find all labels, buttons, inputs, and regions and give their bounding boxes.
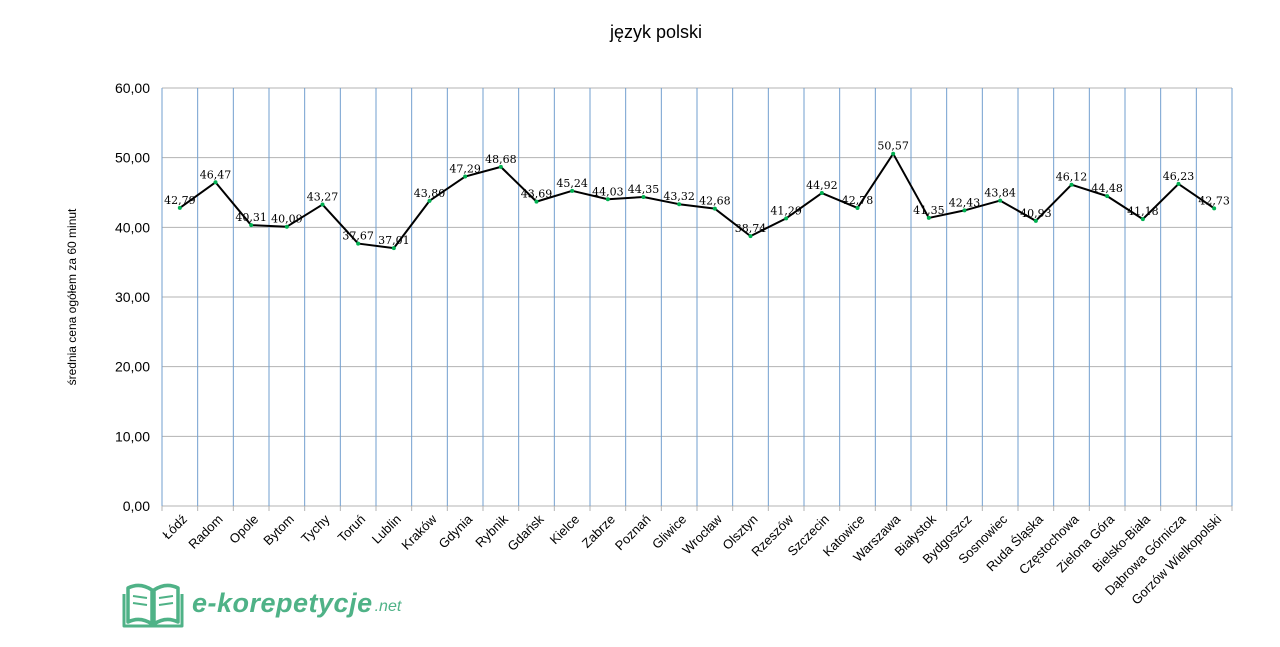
x-tick-label: Toruń: [335, 512, 369, 546]
y-tick-label: 50,00: [115, 150, 150, 166]
data-label: 44,92: [806, 179, 838, 192]
data-point: [570, 188, 575, 193]
data-label: 44,35: [628, 183, 660, 196]
data-point: [748, 234, 753, 239]
x-tick-label: Tychy: [298, 511, 333, 546]
data-point: [677, 202, 682, 207]
series-markers: [177, 151, 1217, 251]
y-axis-ticks: 0,00 10,00 20,00 30,00 40,00 50,00 60,00: [115, 80, 150, 514]
x-tick-label: Poznań: [612, 512, 654, 554]
data-label: 42,78: [842, 194, 874, 207]
data-label: 42,79: [164, 194, 196, 207]
x-tick-label: Gdańsk: [504, 511, 547, 554]
y-tick-label: 60,00: [115, 80, 150, 96]
data-label: 43,32: [663, 190, 695, 203]
data-label: 38,74: [735, 222, 767, 235]
data-point: [320, 202, 325, 207]
data-label: 43,27: [307, 191, 339, 204]
data-point: [213, 180, 218, 185]
data-label: 40,31: [235, 211, 267, 224]
data-label: 50,57: [877, 140, 909, 153]
y-tick-label: 0,00: [123, 498, 150, 514]
data-label: 37,01: [378, 234, 410, 247]
data-label: 42,43: [949, 196, 981, 209]
data-point: [784, 216, 789, 221]
data-point: [855, 205, 860, 210]
data-point: [819, 191, 824, 196]
data-label: 40,93: [1020, 207, 1052, 220]
data-point: [962, 208, 967, 213]
data-label: 48,68: [485, 153, 517, 166]
grid-lines: [161, 87, 1233, 511]
y-tick-label: 40,00: [115, 219, 150, 235]
data-point: [498, 164, 503, 169]
x-tick-label: Radom: [185, 512, 225, 552]
logo-suffix: .net: [374, 598, 402, 615]
x-tick-label: Zabrze: [579, 512, 618, 551]
data-point: [1069, 182, 1074, 187]
data-label: 41,29: [770, 204, 802, 217]
data-label: 41,35: [913, 204, 945, 217]
data-point: [998, 198, 1003, 203]
x-tick-label: Wrocław: [679, 511, 725, 557]
data-label: 47,29: [449, 163, 481, 176]
data-label: 44,03: [592, 185, 624, 198]
x-tick-label: Bytom: [260, 512, 297, 549]
book-icon: [122, 583, 184, 628]
data-point: [641, 195, 646, 200]
data-point: [712, 206, 717, 211]
data-point: [391, 246, 396, 251]
data-label: 42,68: [699, 195, 731, 208]
data-label: 45,24: [556, 177, 588, 190]
data-label: 43,84: [984, 187, 1016, 200]
data-point: [1140, 217, 1145, 222]
x-tick-label: Kraków: [398, 511, 440, 553]
data-label: 37,67: [342, 230, 374, 243]
data-point: [891, 151, 896, 156]
y-tick-label: 10,00: [115, 428, 150, 444]
data-point: [463, 174, 468, 179]
data-point: [926, 215, 931, 220]
data-point: [1105, 194, 1110, 199]
data-label: 43,69: [521, 188, 553, 201]
series-line: [179, 152, 1215, 250]
y-tick-label: 20,00: [115, 359, 150, 375]
y-tick-label: 30,00: [115, 289, 150, 305]
x-tick-label: Opole: [226, 512, 261, 547]
data-label: 43,80: [414, 187, 446, 200]
data-point: [534, 199, 539, 204]
series-polyline: [179, 152, 1215, 250]
data-point: [427, 198, 432, 203]
data-label: 46,23: [1163, 170, 1195, 183]
x-tick-label: Gdynia: [436, 511, 476, 551]
data-label: 46,12: [1056, 171, 1088, 184]
data-point: [356, 241, 361, 246]
data-label: 46,47: [200, 168, 232, 181]
data-point: [284, 224, 289, 229]
logo-text: e-korepetycje: [192, 587, 373, 618]
data-point: [1176, 181, 1181, 186]
logo: e-korepetycje .net: [122, 578, 401, 628]
data-point: [1212, 206, 1217, 211]
data-point: [1033, 218, 1038, 223]
data-label: 41,18: [1127, 205, 1159, 218]
data-label: 44,48: [1091, 182, 1123, 195]
data-label: 40,09: [271, 213, 303, 226]
data-label: 42,73: [1198, 194, 1230, 207]
y-axis-title: średnia cena ogółem za 60 minut: [65, 208, 79, 385]
data-labels: 42,79 46,47 40,31 40,09 43,27 37,67 37,01 43,80…: [164, 140, 1230, 247]
data-point: [177, 205, 182, 210]
x-tick-label: Kielce: [547, 512, 583, 548]
chart-title: język polski: [609, 22, 703, 42]
data-point: [605, 197, 610, 202]
x-tick-label: Łódź: [159, 512, 190, 543]
data-point: [249, 223, 254, 228]
